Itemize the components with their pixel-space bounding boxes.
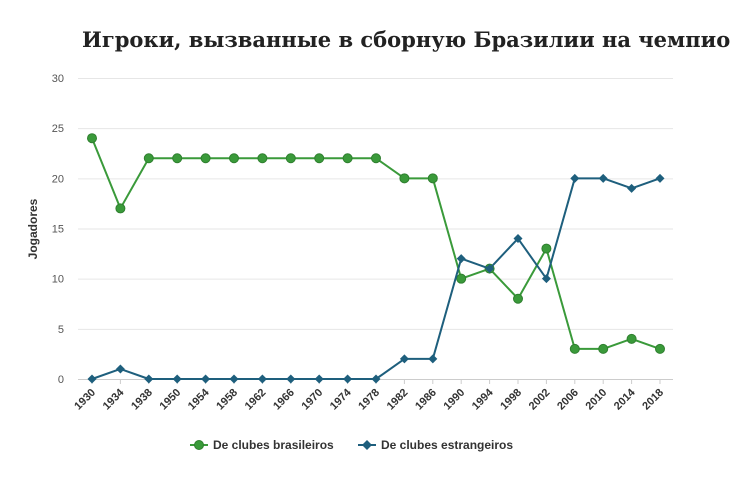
series-line — [91, 137, 661, 350]
data-point[interactable] — [513, 293, 523, 304]
data-point[interactable] — [456, 273, 467, 284]
x-tick-label: 1950 — [158, 387, 184, 413]
x-tick-label: 1978 — [356, 387, 382, 413]
data-point[interactable] — [541, 243, 552, 254]
data-point[interactable] — [257, 374, 267, 384]
data-point[interactable] — [172, 153, 183, 164]
data-point[interactable] — [513, 234, 523, 244]
data-point[interactable] — [541, 274, 551, 284]
x-tick-label: 1966 — [271, 387, 297, 413]
x-tick-label: 1994 — [470, 386, 496, 412]
x-tick-label: 2010 — [584, 387, 610, 413]
x-tick-label: 1954 — [186, 386, 212, 412]
legend-marker-estrangeiros — [362, 440, 372, 450]
data-point[interactable] — [626, 333, 637, 344]
data-point[interactable] — [428, 354, 438, 364]
data-point[interactable] — [115, 203, 126, 214]
series-0 — [87, 133, 665, 354]
data-point[interactable] — [229, 374, 239, 384]
data-point[interactable] — [343, 374, 353, 384]
x-tick-label: 2002 — [527, 387, 553, 413]
x-tick-label: 1986 — [413, 387, 439, 413]
x-tick-label: 1970 — [300, 387, 326, 413]
data-point[interactable] — [485, 264, 495, 274]
y-tick-label: 15 — [52, 224, 64, 236]
y-tick-label: 20 — [52, 173, 64, 185]
data-point[interactable] — [627, 183, 637, 193]
data-point[interactable] — [655, 343, 665, 354]
x-tick-label: 1990 — [442, 387, 468, 413]
data-point[interactable] — [201, 374, 211, 384]
data-point[interactable] — [598, 343, 609, 354]
x-tick-label: 2014 — [612, 386, 638, 412]
x-tick-label: 1938 — [129, 387, 155, 413]
y-axis-label: Jogadores — [26, 198, 40, 259]
x-tick-label: 1958 — [214, 387, 240, 413]
legend-label-brasileiros: De clubes brasileiros — [213, 438, 334, 452]
data-point[interactable] — [371, 374, 381, 384]
y-tick-label: 10 — [52, 274, 64, 286]
series-1 — [87, 173, 665, 384]
data-point[interactable] — [172, 374, 182, 384]
data-point[interactable] — [229, 153, 239, 164]
data-point[interactable] — [285, 153, 296, 164]
data-point[interactable] — [342, 153, 353, 164]
legend-label-estrangeiros: De clubes estrangeiros — [381, 438, 513, 452]
data-point[interactable] — [87, 133, 97, 144]
data-point[interactable] — [200, 153, 211, 164]
data-point[interactable] — [115, 364, 125, 374]
data-point[interactable] — [399, 173, 410, 184]
data-point[interactable] — [314, 153, 325, 164]
data-point[interactable] — [371, 153, 381, 164]
y-tick-label: 25 — [52, 123, 64, 135]
data-point[interactable] — [87, 374, 97, 384]
x-tick-label: 1998 — [498, 387, 524, 413]
x-tick-label: 1962 — [243, 387, 269, 413]
y-tick-label: 5 — [58, 324, 64, 336]
x-axis-ticks: 1930 1934 1938 1950 1954 1958 1962 1966 1970 1974… — [72, 379, 666, 412]
grid — [78, 78, 673, 330]
x-tick-label: 1934 — [101, 386, 127, 412]
legend-marker-brasileiros — [194, 440, 204, 450]
x-tick-label: 2018 — [640, 387, 666, 413]
data-point[interactable] — [257, 153, 268, 164]
data-point[interactable] — [286, 374, 296, 384]
legend: De clubes brasileiros De clubes estrange… — [190, 438, 513, 452]
data-point[interactable] — [399, 354, 409, 364]
series — [87, 133, 665, 384]
y-tick-label: 30 — [52, 73, 64, 85]
data-point[interactable] — [456, 254, 466, 264]
data-point[interactable] — [598, 173, 608, 183]
x-tick-label: 1930 — [72, 387, 98, 413]
data-point[interactable] — [143, 153, 154, 164]
x-tick-label: 1974 — [328, 386, 354, 412]
data-point[interactable] — [570, 173, 580, 183]
y-axis-ticks: 0 5 10 15 20 25 30 — [52, 73, 64, 386]
data-point[interactable] — [144, 374, 154, 384]
data-point[interactable] — [314, 374, 324, 384]
legend-item-brasileiros[interactable]: De clubes brasileiros — [190, 438, 334, 452]
y-tick-label: 0 — [58, 374, 64, 386]
data-point[interactable] — [427, 173, 438, 184]
chart-title: Игроки, вызванные в сборную Бразилии на … — [82, 27, 730, 52]
x-tick-label: 2006 — [555, 387, 581, 413]
data-point[interactable] — [655, 173, 665, 183]
legend-item-estrangeiros[interactable]: De clubes estrangeiros — [358, 438, 513, 452]
x-tick-label: 1982 — [385, 387, 411, 413]
data-point[interactable] — [569, 343, 580, 354]
